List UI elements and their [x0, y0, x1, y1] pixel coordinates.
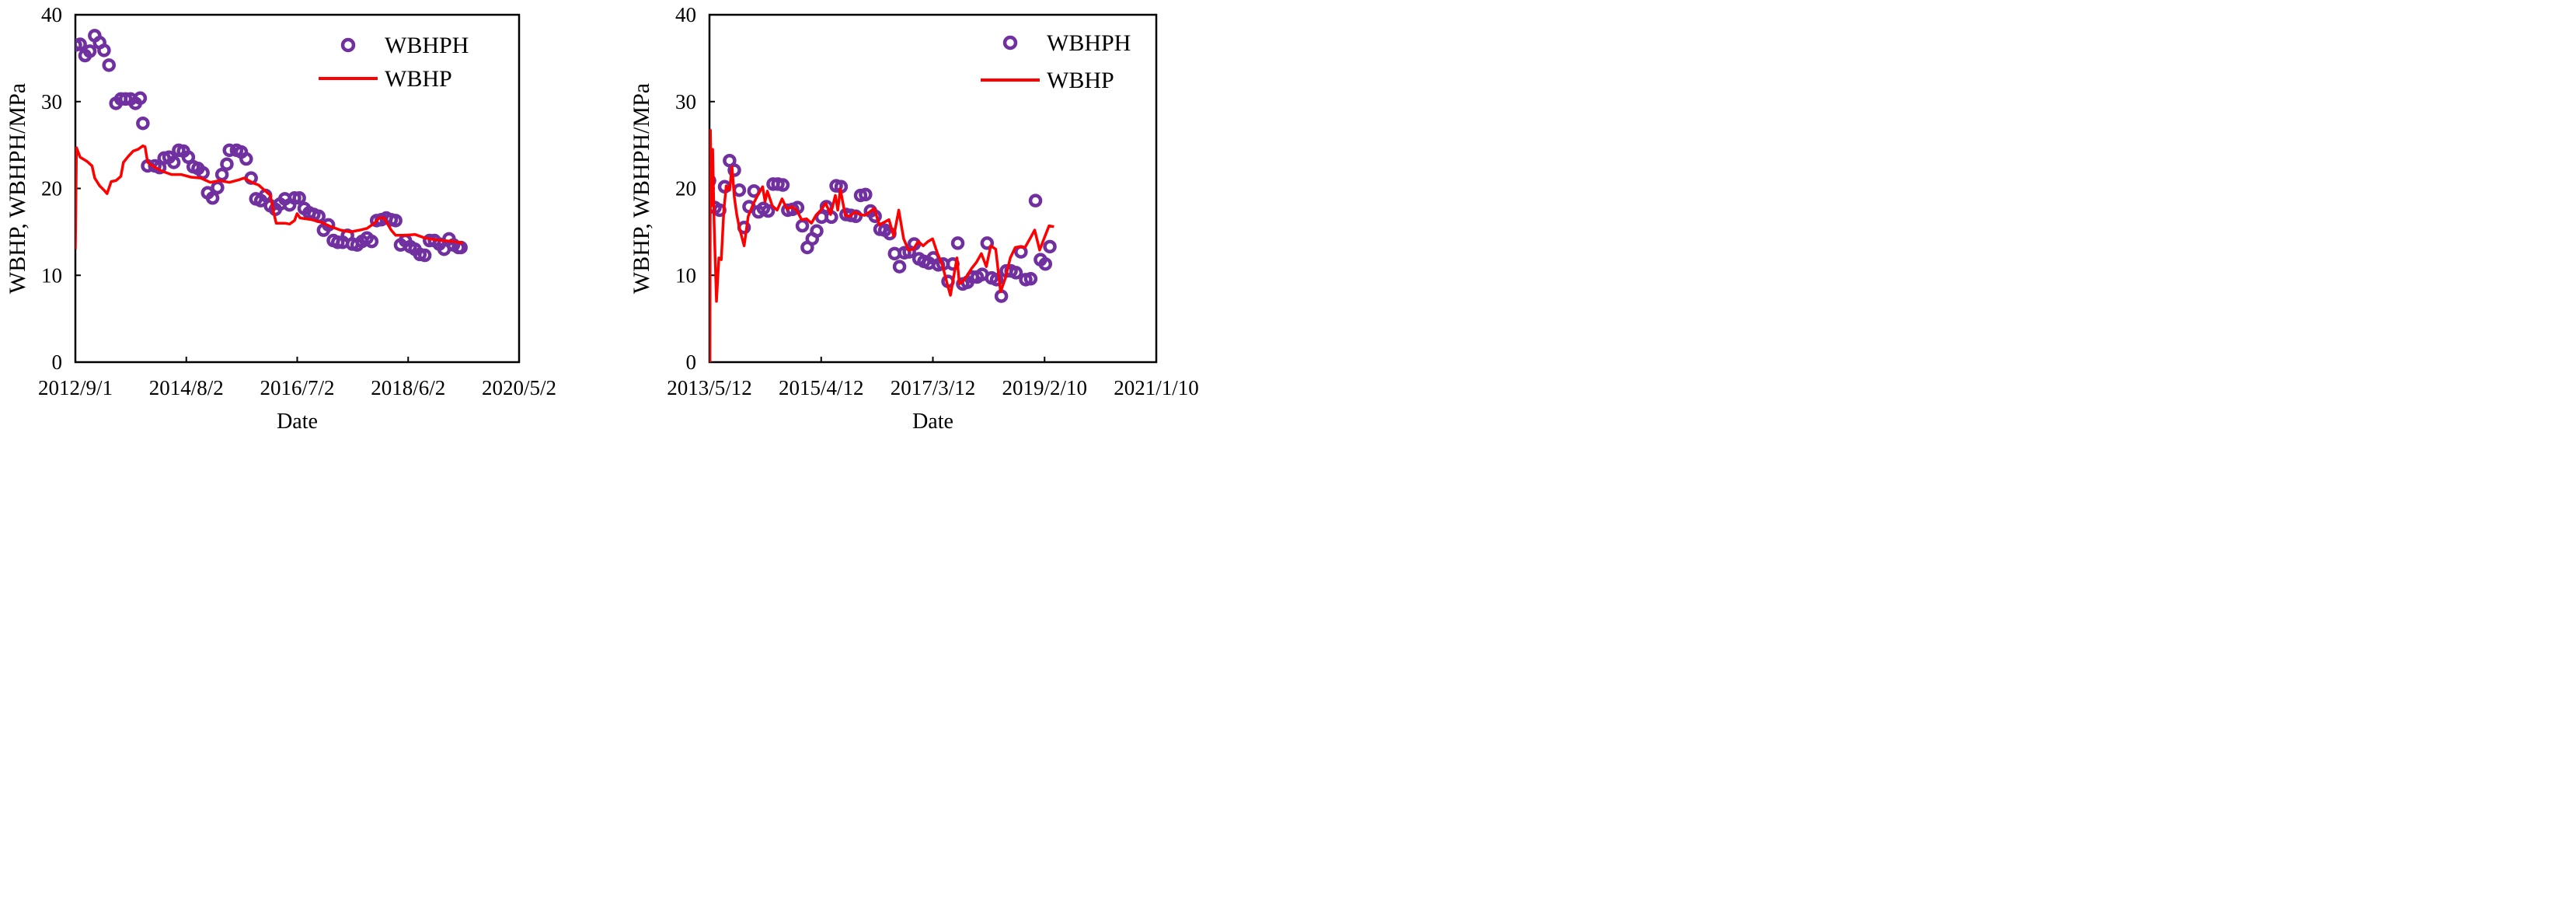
- x-axis-title: Date: [277, 410, 318, 434]
- wbhph-point: [288, 191, 302, 205]
- wbhph-point: [732, 183, 747, 197]
- x-tick-label: 2021/1/10: [1114, 376, 1199, 399]
- legend: WBHPH WBHP: [319, 33, 469, 92]
- legend: WBHPH WBHP: [981, 30, 1131, 93]
- wbhph-point: [222, 143, 236, 158]
- wbhph-point: [292, 191, 306, 205]
- legend-label-wbhp: WBHP: [1047, 68, 1114, 93]
- x-axis-title: Date: [912, 410, 953, 434]
- wbhph-point: [75, 38, 82, 52]
- x-tick-label: 2012/9/1: [38, 376, 113, 399]
- wbhp-line: [75, 144, 464, 249]
- wbhph-point: [75, 37, 87, 51]
- x-tick-label: 2015/4/12: [779, 376, 864, 399]
- wbhph-point: [220, 157, 234, 171]
- y-tick-label: 10: [675, 263, 696, 287]
- x-tick-label: 2014/8/2: [149, 376, 224, 399]
- wbhph-point: [1028, 194, 1043, 207]
- x-tick-label: 2019/2/10: [1002, 376, 1087, 399]
- wbhph-point: [133, 91, 148, 106]
- plot-area: [709, 128, 1057, 362]
- wbhph-point: [97, 44, 111, 58]
- wbhph-point: [989, 273, 1004, 287]
- y-tick-label: 30: [675, 90, 696, 113]
- y-tick-label: 20: [41, 177, 62, 200]
- wbhph-point: [795, 218, 810, 233]
- wbhph-point: [321, 218, 336, 232]
- y-tick-label: 0: [52, 350, 63, 374]
- y-tick-label: 40: [41, 3, 62, 26]
- wbhph-point: [1043, 239, 1057, 254]
- wbhph-point: [330, 235, 345, 249]
- legend-label-wbhph: WBHPH: [1047, 30, 1131, 56]
- x-tick-label: 2020/5/2: [482, 376, 556, 399]
- wbhph-point: [892, 260, 907, 274]
- y-axis-title: WBHP, WBHPH/MPa: [629, 83, 654, 294]
- wbhph-point: [980, 236, 995, 250]
- y-axis-title: WBHP, WBHPH/MPa: [5, 83, 30, 294]
- wbhph-point: [82, 44, 97, 58]
- wbhph-point: [389, 214, 403, 228]
- wbhph-point: [136, 116, 150, 131]
- x-tick-label: 2017/3/12: [891, 376, 976, 399]
- wbhph-point: [417, 248, 432, 263]
- y-tick-label: 20: [675, 177, 696, 200]
- x-tick-label: 2018/6/2: [371, 376, 445, 399]
- wbhph-point: [810, 224, 824, 239]
- y-tick-label: 30: [41, 90, 62, 113]
- legend-label-wbhph: WBHPH: [385, 33, 469, 58]
- y-tick-label: 0: [686, 350, 697, 374]
- legend-marker-wbhph: [340, 37, 356, 53]
- y-tick-label: 40: [675, 3, 696, 26]
- wbhph-point: [205, 191, 220, 205]
- wbhph-point: [727, 163, 741, 177]
- plot-frame: [74, 13, 521, 364]
- plot-area: [75, 29, 468, 263]
- wbhph-point: [364, 234, 379, 249]
- wbhph-point: [102, 58, 116, 72]
- x-tick-label: 2013/5/12: [667, 376, 752, 399]
- wbhph-point: [1009, 266, 1023, 280]
- chart-left: 0 10 20 30 40 2012/9/1 2014/8/2 2016/7/2 2018/6/…: [5, 3, 556, 434]
- wbhp-line: [709, 128, 1054, 362]
- wbhph-point: [166, 155, 181, 169]
- wbhph-point: [776, 178, 790, 192]
- wbhph-point: [1038, 256, 1053, 271]
- x-tick-label: 2016/7/2: [260, 376, 334, 399]
- chart-right: 0 10 20 30 40 2013/5/12 2015/4/12 2017/3/12 2019…: [629, 3, 1199, 434]
- chart-canvas: 0 10 20 30 40 2012/9/1 2014/8/2 2016/7/2 2018/6/…: [5, 3, 1199, 434]
- wbhph-point: [1023, 271, 1038, 286]
- legend-label-wbhp: WBHP: [385, 66, 452, 92]
- y-tick-label: 10: [41, 263, 62, 287]
- wbhph-point: [214, 167, 229, 182]
- wbhph-point: [859, 187, 873, 202]
- legend-marker-wbhph: [1002, 35, 1018, 51]
- wbhph-point: [761, 204, 776, 218]
- wbhph-point: [211, 180, 225, 195]
- wbhph-point: [239, 152, 253, 166]
- wbhph-point: [950, 236, 965, 250]
